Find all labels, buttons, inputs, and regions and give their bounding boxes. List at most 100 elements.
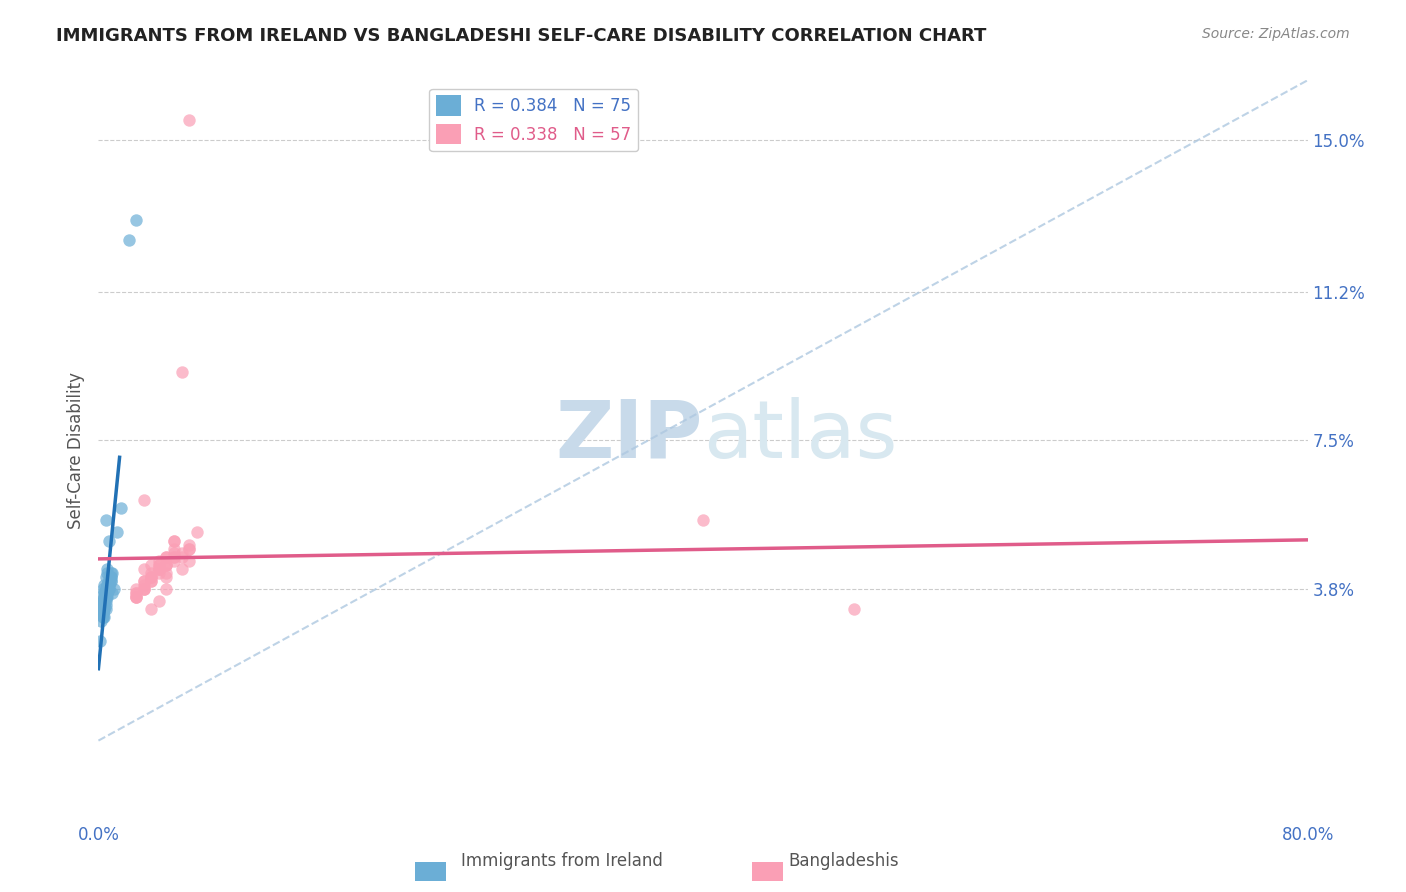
Point — [141, 558, 163, 572]
Point — [163, 533, 186, 548]
Point — [91, 606, 114, 620]
Point — [148, 561, 170, 575]
Text: ZIP: ZIP — [555, 397, 703, 475]
Point — [94, 585, 117, 599]
Y-axis label: Self-Care Disability: Self-Care Disability — [66, 372, 84, 529]
Point — [96, 582, 118, 596]
Point — [93, 585, 115, 599]
Point — [110, 501, 132, 516]
Point — [170, 561, 193, 575]
Point — [141, 566, 163, 580]
Text: Source: ZipAtlas.com: Source: ZipAtlas.com — [1202, 27, 1350, 41]
Point — [91, 598, 114, 612]
Point — [105, 525, 128, 540]
Point — [170, 545, 193, 559]
Point — [163, 549, 186, 564]
Point — [155, 558, 177, 572]
Point — [179, 113, 201, 128]
Point — [93, 577, 115, 591]
Point — [94, 590, 117, 604]
Point — [93, 598, 115, 612]
Point — [148, 593, 170, 607]
Point — [90, 606, 112, 620]
Point — [89, 633, 111, 648]
Point — [98, 582, 121, 596]
Point — [96, 585, 118, 599]
Point — [98, 582, 121, 596]
Point — [125, 585, 148, 599]
Point — [163, 549, 186, 564]
Point — [100, 569, 122, 583]
Point — [96, 577, 118, 591]
Point — [94, 590, 117, 604]
Point — [148, 558, 170, 572]
Point — [148, 558, 170, 572]
Point — [98, 574, 121, 588]
Point — [148, 561, 170, 575]
Point — [96, 577, 118, 591]
Point — [91, 609, 114, 624]
Point — [96, 577, 118, 591]
Point — [93, 601, 115, 615]
Point — [170, 366, 193, 380]
Point — [93, 590, 115, 604]
Point — [148, 553, 170, 567]
Point — [98, 577, 121, 591]
Point — [94, 590, 117, 604]
Point — [94, 593, 117, 607]
Point — [179, 537, 201, 551]
Point — [98, 574, 121, 588]
Point — [96, 582, 118, 596]
Point — [132, 582, 155, 596]
Point — [141, 574, 163, 588]
Point — [91, 601, 114, 615]
Point — [93, 593, 115, 607]
Point — [155, 558, 177, 572]
Point — [155, 569, 177, 583]
Point — [155, 549, 177, 564]
Point — [141, 574, 163, 588]
Point — [96, 590, 118, 604]
Point — [141, 601, 163, 615]
Point — [100, 569, 122, 583]
Point — [94, 585, 117, 599]
Point — [91, 606, 114, 620]
Point — [93, 609, 115, 624]
Point — [96, 561, 118, 575]
Point — [125, 582, 148, 596]
Point — [163, 533, 186, 548]
Point — [179, 553, 201, 567]
Point — [94, 601, 117, 615]
Point — [98, 533, 121, 548]
Text: atlas: atlas — [703, 397, 897, 475]
Point — [93, 585, 115, 599]
Point — [125, 590, 148, 604]
Point — [163, 545, 186, 559]
Text: Immigrants from Ireland: Immigrants from Ireland — [461, 852, 664, 870]
Legend: R = 0.384   N = 75, R = 0.338   N = 57: R = 0.384 N = 75, R = 0.338 N = 57 — [429, 88, 638, 151]
Point — [148, 566, 170, 580]
Point — [100, 574, 122, 588]
Point — [91, 601, 114, 615]
Point — [132, 582, 155, 596]
Point — [96, 582, 118, 596]
Point — [179, 541, 201, 556]
Point — [132, 582, 155, 596]
Point — [93, 590, 115, 604]
Point — [155, 582, 177, 596]
Point — [100, 566, 122, 580]
Point — [170, 549, 193, 564]
Point — [692, 514, 714, 528]
Point — [93, 593, 115, 607]
Point — [103, 582, 125, 596]
Point — [101, 566, 124, 580]
Point — [90, 598, 112, 612]
Point — [94, 582, 117, 596]
Point — [844, 601, 866, 615]
Point — [100, 574, 122, 588]
Point — [155, 566, 177, 580]
Point — [98, 577, 121, 591]
Point — [93, 601, 115, 615]
Point — [132, 574, 155, 588]
Point — [132, 493, 155, 508]
